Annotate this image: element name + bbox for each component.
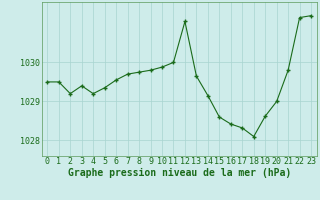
X-axis label: Graphe pression niveau de la mer (hPa): Graphe pression niveau de la mer (hPa) xyxy=(68,168,291,178)
